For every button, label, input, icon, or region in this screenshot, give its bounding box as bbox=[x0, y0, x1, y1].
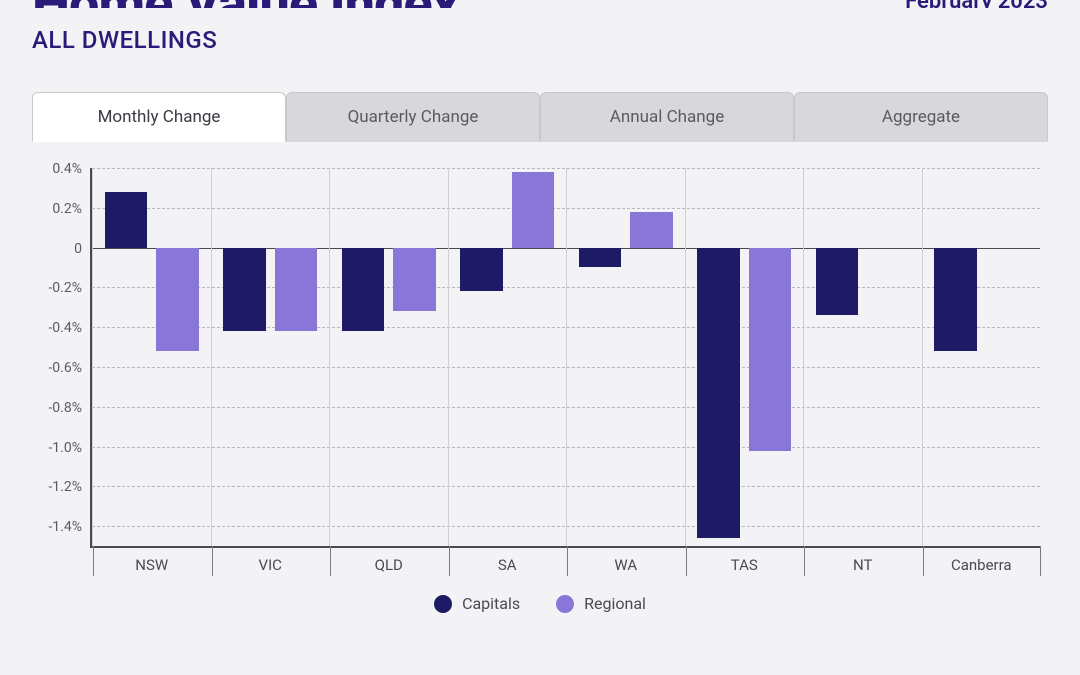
bar-regional bbox=[275, 248, 317, 332]
tab-aggregate[interactable]: Aggregate bbox=[794, 92, 1048, 141]
page-subtitle: ALL DWELLINGS bbox=[32, 26, 1048, 54]
category-group: NT bbox=[803, 168, 922, 546]
x-tick-label: QLD bbox=[330, 546, 448, 574]
y-tick-label: 0.4% bbox=[52, 161, 92, 177]
bar-capitals bbox=[105, 192, 147, 248]
tab-quarterly-change[interactable]: Quarterly Change bbox=[286, 92, 540, 141]
bar-capitals bbox=[460, 248, 502, 292]
bar-capitals bbox=[579, 248, 621, 268]
legend-item-regional: Regional bbox=[556, 594, 646, 613]
x-tick-label: NSW bbox=[93, 546, 211, 574]
category-group: VIC bbox=[211, 168, 330, 546]
x-tick-label: TAS bbox=[686, 546, 804, 574]
x-tick-label: NT bbox=[804, 546, 922, 574]
category-group: QLD bbox=[329, 168, 448, 546]
legend-swatch-regional bbox=[556, 595, 574, 613]
tab-annual-change[interactable]: Annual Change bbox=[540, 92, 794, 141]
header: Home Value Index February 2023 bbox=[32, 0, 1048, 8]
tabs: Monthly Change Quarterly Change Annual C… bbox=[32, 92, 1048, 142]
x-tick-label: Canberra bbox=[923, 546, 1041, 574]
bar-capitals bbox=[223, 248, 265, 332]
date-label: February 2023 bbox=[905, 0, 1048, 8]
bar-regional bbox=[393, 248, 435, 312]
legend: Capitals Regional bbox=[32, 594, 1048, 613]
y-tick-label: 0.2% bbox=[52, 201, 92, 217]
x-separator bbox=[1040, 546, 1041, 576]
bar-capitals bbox=[342, 248, 384, 332]
y-tick-label: -1.0% bbox=[48, 440, 92, 456]
bar-capitals bbox=[934, 248, 976, 351]
bar-capitals bbox=[697, 248, 739, 538]
category-group: WA bbox=[566, 168, 685, 546]
category-group: Canberra bbox=[922, 168, 1041, 546]
bar-regional bbox=[630, 212, 672, 248]
page-root: Home Value Index February 2023 ALL DWELL… bbox=[0, 0, 1080, 633]
y-tick-label: -0.4% bbox=[48, 320, 92, 336]
bar-regional bbox=[512, 172, 554, 248]
legend-item-capitals: Capitals bbox=[434, 594, 520, 613]
category-group: NSW bbox=[92, 168, 211, 546]
category-group: TAS bbox=[685, 168, 804, 546]
x-tick-label: WA bbox=[567, 546, 685, 574]
page-title: Home Value Index bbox=[32, 0, 458, 8]
y-tick-label: -0.6% bbox=[48, 360, 92, 376]
bar-regional bbox=[749, 248, 791, 451]
y-tick-label: -0.2% bbox=[48, 280, 92, 296]
bar-regional bbox=[156, 248, 198, 351]
y-tick-label: -1.2% bbox=[48, 479, 92, 495]
legend-label-capitals: Capitals bbox=[462, 594, 520, 613]
chart: 0.4%0.2%0-0.2%-0.4%-0.6%-0.8%-1.0%-1.2%-… bbox=[32, 168, 1048, 588]
legend-swatch-capitals bbox=[434, 595, 452, 613]
y-tick-label: -0.8% bbox=[48, 400, 92, 416]
tab-monthly-change[interactable]: Monthly Change bbox=[32, 92, 286, 142]
category-group: SA bbox=[448, 168, 567, 546]
y-tick-label: -1.4% bbox=[48, 519, 92, 535]
legend-label-regional: Regional bbox=[584, 594, 646, 613]
x-tick-label: VIC bbox=[212, 546, 330, 574]
bar-capitals bbox=[816, 248, 858, 316]
y-tick-label: 0 bbox=[74, 241, 92, 257]
x-tick-label: SA bbox=[449, 546, 567, 574]
plot-area: 0.4%0.2%0-0.2%-0.4%-0.6%-0.8%-1.0%-1.2%-… bbox=[90, 168, 1040, 548]
